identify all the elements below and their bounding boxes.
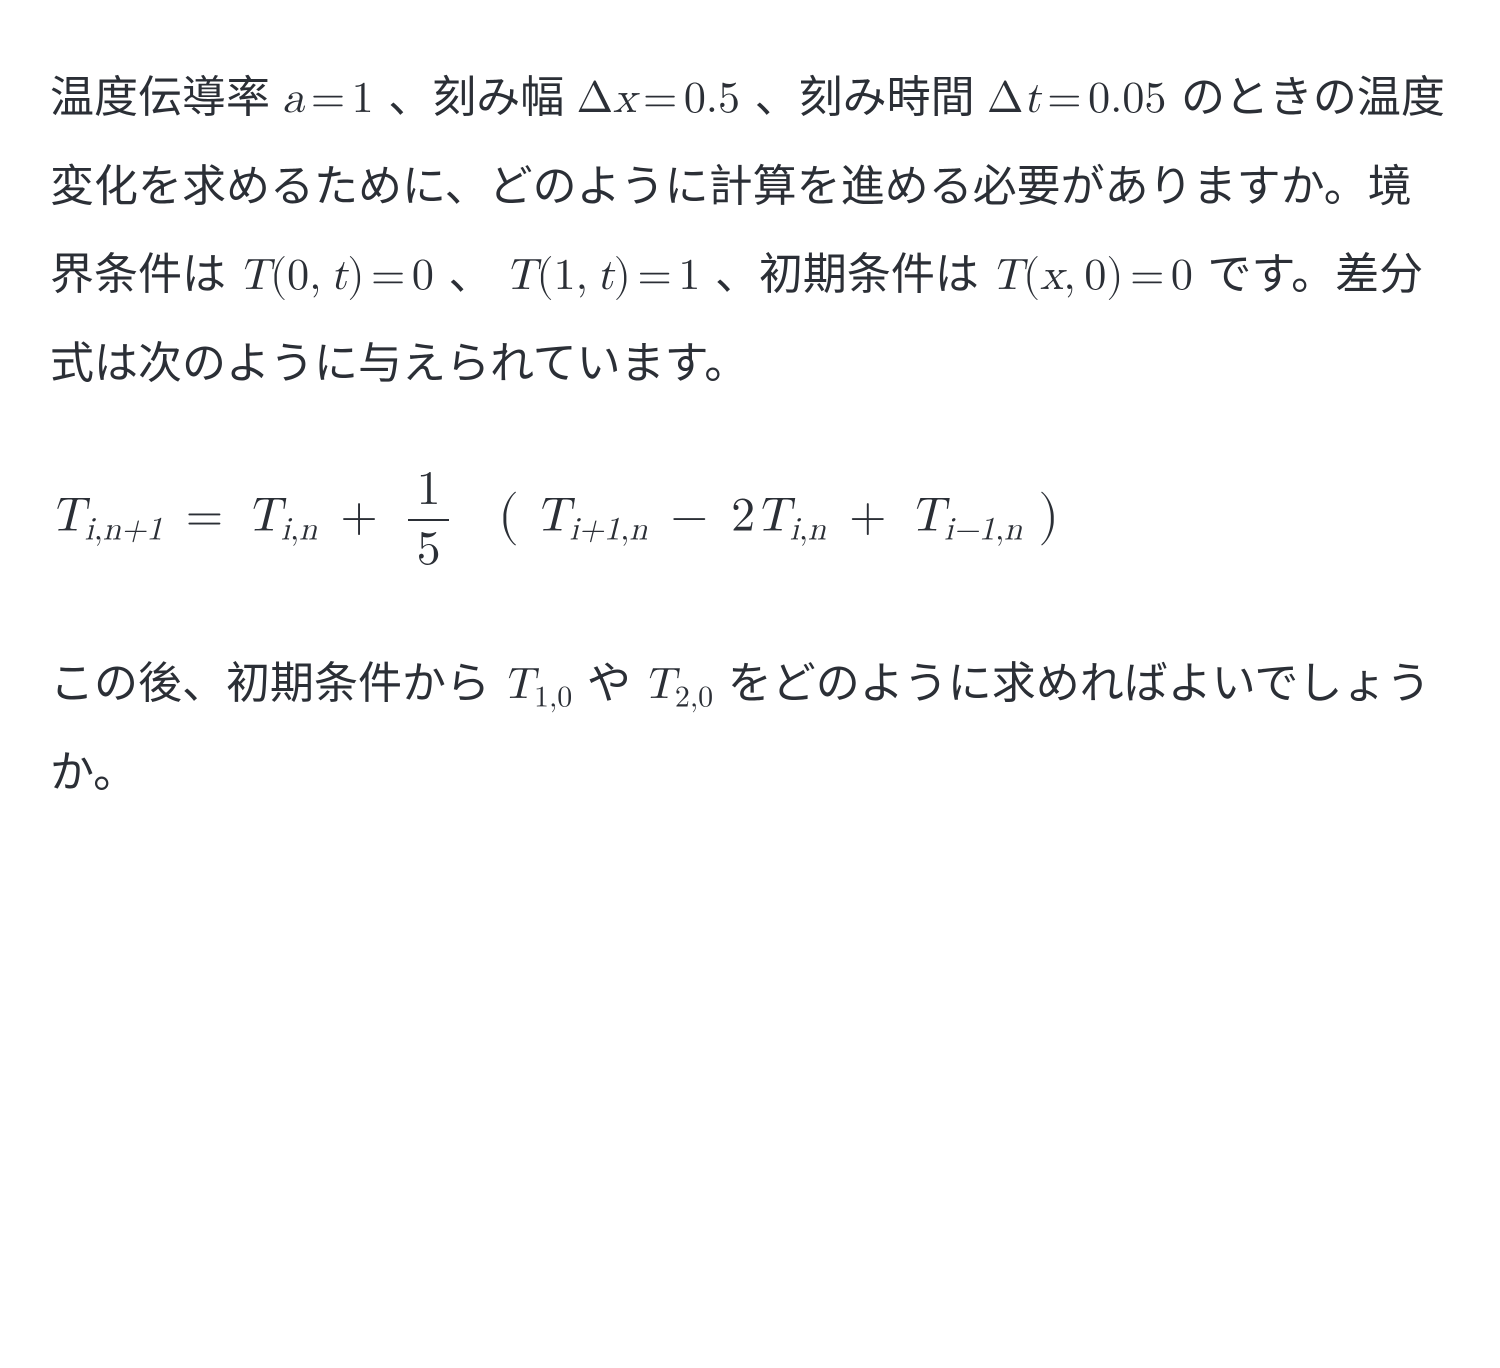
problem-paragraph-2: この後、初期条件から T1,0 や T2,0 をどのように求めればよいでしょうか… (50, 640, 1450, 817)
text-segment: 、初期条件は (715, 250, 991, 299)
inline-math-T20: T2,0 (643, 663, 728, 707)
inline-math-bc1: T(0, t)=0 (238, 254, 448, 298)
problem-paragraph-1: 温度伝導率 a=1 、刻み幅 Δx=0.5 、刻み時間 Δt=0.05 のときの… (50, 54, 1450, 408)
difference-equation: Ti,n+1 = Ti,n + 1 5 ( Ti+1,n − 2Ti,n + T… (50, 464, 1450, 576)
inline-math-ic: T(x, 0)=0 (991, 254, 1207, 298)
text-segment: 、刻み時間 (755, 73, 987, 122)
inline-math-dt: Δt=0.05 (987, 77, 1181, 121)
text-segment: や (587, 659, 643, 708)
text-segment: 、刻み幅 (388, 73, 576, 122)
text-segment: 温度伝導率 (50, 73, 282, 122)
inline-math-a-eq-1: a=1 (282, 77, 388, 121)
text-segment: この後、初期条件から (50, 659, 502, 708)
inline-math-bc2: T(1, t)=1 (505, 254, 715, 298)
inline-math-T10: T1,0 (502, 663, 587, 707)
inline-math-dx: Δx=0.5 (577, 77, 755, 121)
text-segment: 、 (448, 250, 492, 299)
